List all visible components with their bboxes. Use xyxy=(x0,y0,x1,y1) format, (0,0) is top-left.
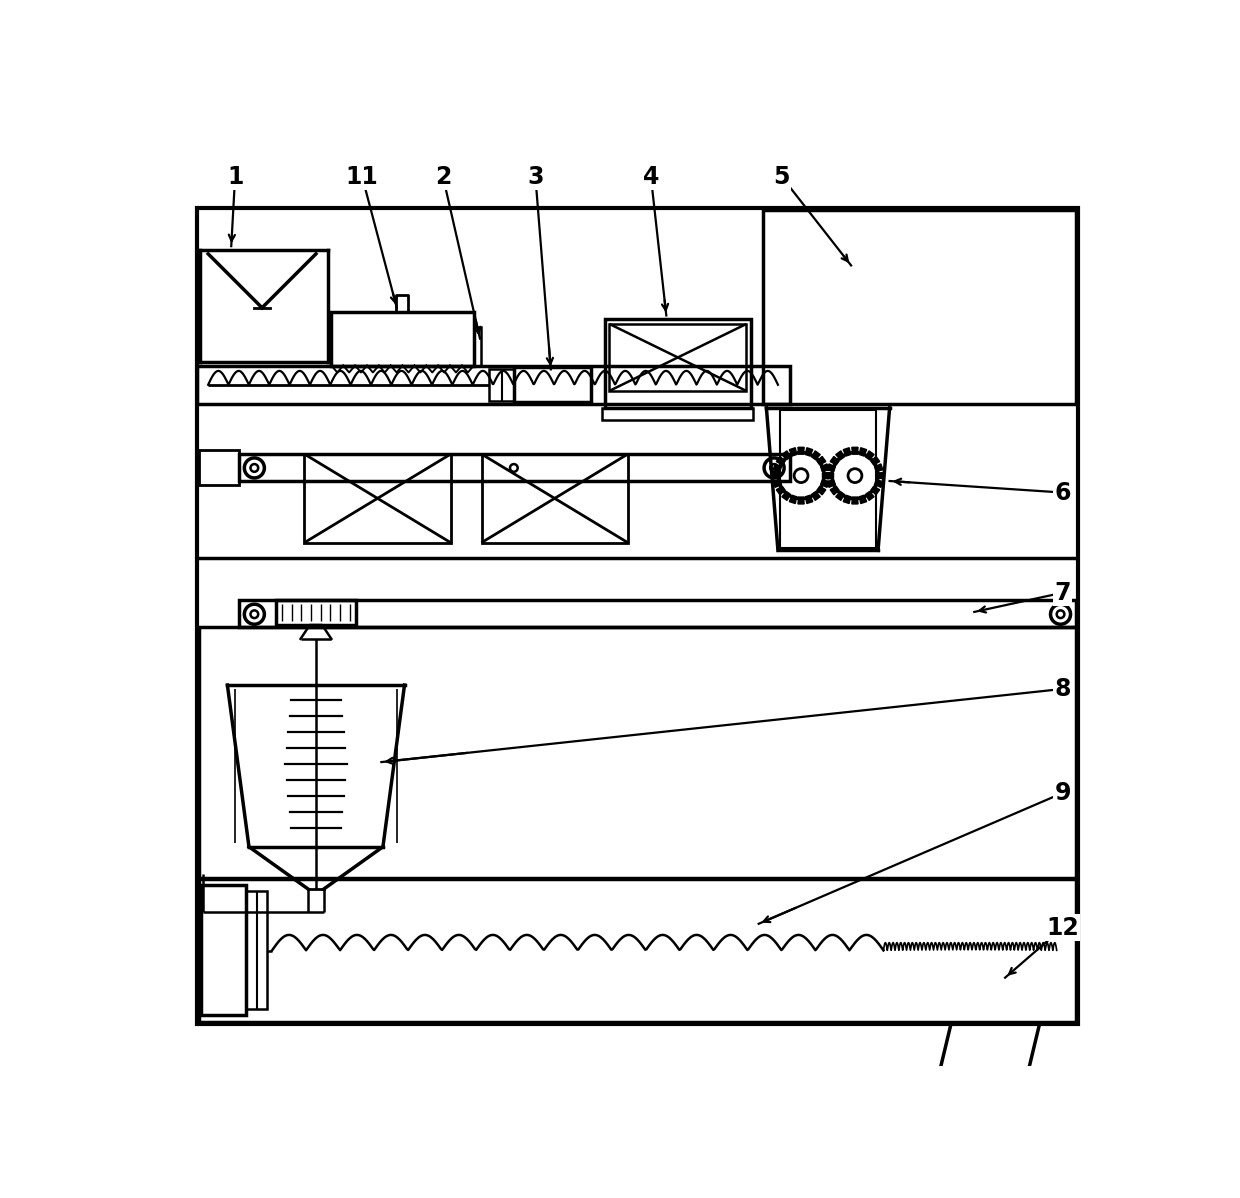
Bar xyxy=(331,311,474,365)
Text: 7: 7 xyxy=(1054,581,1071,605)
Polygon shape xyxy=(821,464,830,471)
Polygon shape xyxy=(806,448,812,456)
Polygon shape xyxy=(859,448,867,456)
Bar xyxy=(609,323,746,391)
Polygon shape xyxy=(776,486,785,495)
Polygon shape xyxy=(806,495,812,503)
Polygon shape xyxy=(831,456,839,465)
Polygon shape xyxy=(870,486,879,495)
Polygon shape xyxy=(774,480,781,488)
Polygon shape xyxy=(797,497,805,504)
Bar xyxy=(474,327,481,365)
Bar xyxy=(197,365,790,404)
Text: 8: 8 xyxy=(1054,677,1071,701)
Text: 3: 3 xyxy=(527,165,543,189)
Polygon shape xyxy=(870,456,879,465)
Text: 9: 9 xyxy=(1054,781,1071,805)
Polygon shape xyxy=(874,464,883,471)
Polygon shape xyxy=(822,472,830,479)
Text: 6: 6 xyxy=(1054,480,1071,504)
Polygon shape xyxy=(874,480,883,488)
Bar xyxy=(239,600,1076,628)
Text: 5: 5 xyxy=(774,165,790,189)
Polygon shape xyxy=(776,456,785,465)
Polygon shape xyxy=(859,495,867,503)
Polygon shape xyxy=(817,486,826,495)
Text: 11: 11 xyxy=(346,165,378,189)
Polygon shape xyxy=(827,480,836,488)
Polygon shape xyxy=(866,491,874,501)
Polygon shape xyxy=(836,450,844,460)
Bar xyxy=(201,885,246,1016)
Bar xyxy=(304,454,450,543)
Polygon shape xyxy=(827,464,836,471)
Bar xyxy=(198,450,239,485)
Polygon shape xyxy=(790,448,796,456)
Bar xyxy=(239,454,790,482)
Polygon shape xyxy=(831,486,839,495)
Text: 4: 4 xyxy=(642,165,660,189)
Bar xyxy=(197,207,1079,1024)
Polygon shape xyxy=(852,447,858,454)
Bar xyxy=(780,410,875,547)
Polygon shape xyxy=(852,497,858,504)
Polygon shape xyxy=(827,472,833,479)
Bar xyxy=(490,369,513,401)
Bar xyxy=(763,210,1076,404)
Bar xyxy=(246,891,268,1009)
Bar xyxy=(198,628,1076,878)
Bar xyxy=(513,367,590,403)
Bar xyxy=(603,407,754,420)
Polygon shape xyxy=(797,447,805,454)
Text: 12: 12 xyxy=(1047,915,1079,939)
Bar xyxy=(277,600,356,625)
Polygon shape xyxy=(843,495,851,503)
Polygon shape xyxy=(782,491,790,501)
Polygon shape xyxy=(790,495,796,503)
Polygon shape xyxy=(774,464,781,471)
Polygon shape xyxy=(812,450,820,460)
Polygon shape xyxy=(812,491,820,501)
Text: 2: 2 xyxy=(435,165,451,189)
Polygon shape xyxy=(782,450,790,460)
Polygon shape xyxy=(817,456,826,465)
Polygon shape xyxy=(836,491,844,501)
Bar xyxy=(605,320,751,407)
Bar xyxy=(481,454,627,543)
Bar xyxy=(198,879,1076,1022)
Polygon shape xyxy=(866,450,874,460)
Polygon shape xyxy=(773,472,780,479)
Text: 1: 1 xyxy=(227,165,243,189)
Polygon shape xyxy=(843,448,851,456)
Polygon shape xyxy=(877,472,883,479)
Polygon shape xyxy=(821,480,830,488)
